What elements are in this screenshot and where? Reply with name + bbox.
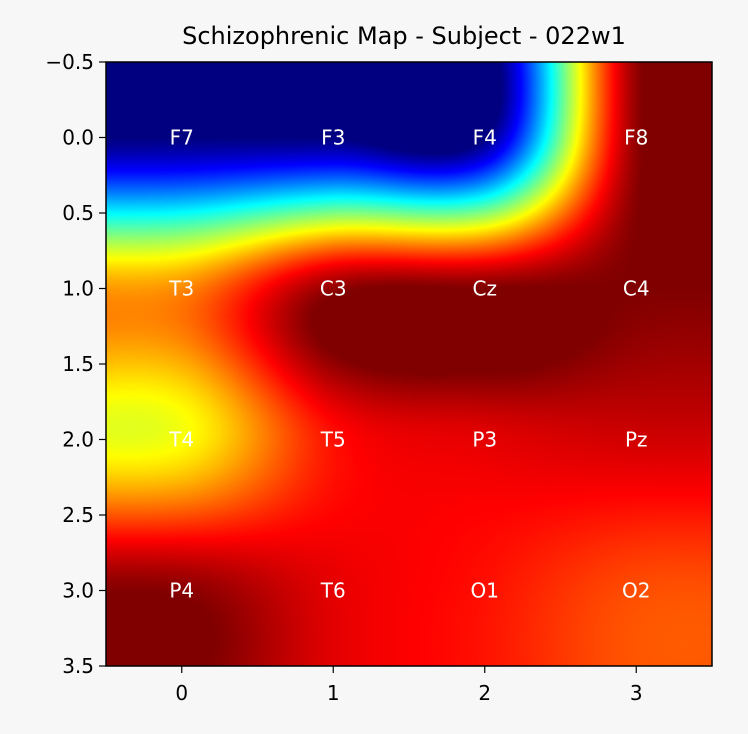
electrode-label: P4: [169, 579, 194, 603]
y-tick-label: 1.5: [62, 352, 94, 376]
chart-title: Schizophrenic Map - Subject - 022w1: [182, 22, 626, 50]
y-tick-label: 1.0: [62, 277, 94, 301]
electrode-label: C4: [623, 277, 650, 301]
electrode-label: C3: [320, 277, 347, 301]
heatmap-image: [106, 62, 712, 666]
x-axis: 0 1 2 3: [175, 666, 643, 705]
electrode-label: T3: [168, 277, 194, 301]
y-tick-label: 0.0: [62, 126, 94, 150]
x-tick-label: 0: [175, 681, 188, 705]
electrode-labels: F7 F3 F4 F8 T3 C3 Cz C4 T4 T5 P3 Pz P4 T6 O1 O2: [168, 126, 650, 603]
x-tick-label: 3: [630, 681, 643, 705]
electrode-label: T6: [320, 579, 346, 603]
x-tick-label: 1: [327, 681, 340, 705]
plot-area: [105, 61, 713, 667]
electrode-label: F3: [321, 126, 345, 150]
electrode-label: T5: [320, 428, 346, 452]
y-tick-label: −0.5: [45, 50, 94, 74]
electrode-label: O2: [622, 579, 650, 603]
electrode-label: P3: [472, 428, 497, 452]
y-tick-label: 3.5: [62, 654, 94, 678]
electrode-label: F8: [624, 126, 648, 150]
electrode-label: O1: [471, 579, 499, 603]
y-tick-label: 0.5: [62, 201, 94, 225]
electrode-label: Cz: [473, 277, 497, 301]
electrode-label: F7: [170, 126, 194, 150]
y-tick-label: 2.0: [62, 428, 94, 452]
electrode-label: T4: [168, 428, 194, 452]
y-tick-label: 3.0: [62, 579, 94, 603]
y-tick-label: 2.5: [62, 503, 94, 527]
electrode-label: F4: [473, 126, 497, 150]
x-tick-label: 2: [478, 681, 491, 705]
electrode-label: Pz: [625, 428, 648, 452]
y-axis: −0.5 0.0 0.5 1.0 1.5 2.0 2.5 3.0 3.5: [45, 50, 106, 678]
